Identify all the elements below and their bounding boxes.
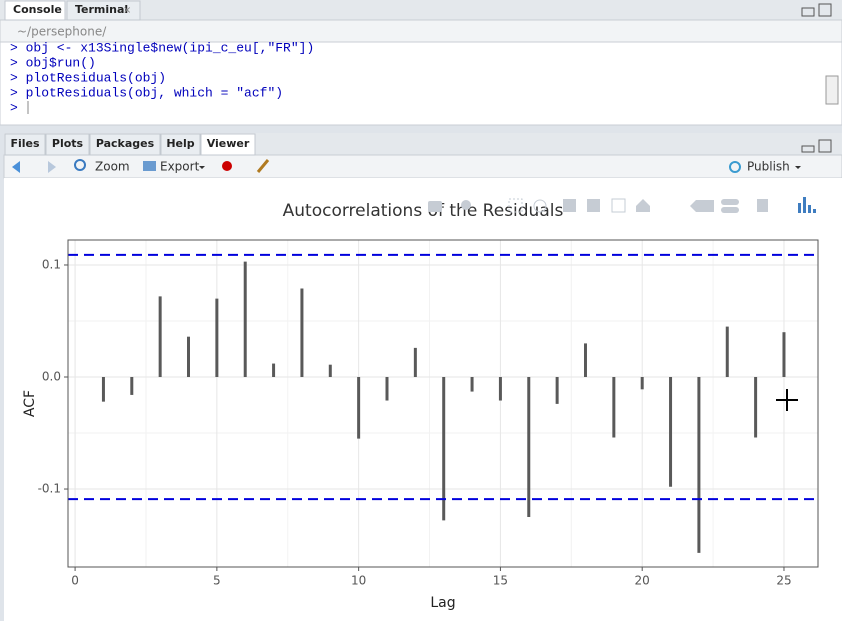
toolbar — [3, 154, 842, 179]
y-tick-label: 0.0 — [42, 370, 61, 384]
plotly-brand[interactable] — [798, 197, 816, 213]
x-tick-label: 25 — [776, 574, 791, 588]
box-select[interactable] — [508, 198, 523, 213]
x-axis-label: Lag — [430, 595, 455, 611]
tab[interactable] — [45, 133, 90, 156]
chart-title: Autocorrelations of the Residuals — [283, 201, 564, 221]
x-tick-label: 20 — [635, 574, 650, 588]
autoscale[interactable] — [611, 198, 626, 213]
zoom-tool[interactable] — [461, 200, 471, 210]
tab[interactable] — [4, 133, 46, 156]
console-line: > plotResiduals(obj, which = "acf") — [10, 85, 283, 100]
cursor — [776, 389, 798, 411]
y-tick-label: -0.1 — [38, 482, 61, 496]
hover-closest[interactable] — [690, 200, 714, 212]
hover-compare[interactable] — [721, 207, 739, 213]
publish-icon[interactable] — [729, 161, 741, 173]
tab-label: Files — [10, 137, 40, 150]
x-tick-label: 15 — [493, 574, 508, 588]
x-tick-label: 5 — [213, 574, 221, 588]
tab[interactable] — [160, 133, 201, 156]
publish[interactable]: Publish — [747, 160, 790, 174]
tab[interactable] — [66, 0, 141, 21]
plot: Autocorrelations of the Residuals 0 5 10 15 2… — [22, 201, 819, 611]
zoom-in[interactable] — [563, 199, 576, 212]
zoom[interactable]: Zoom — [95, 160, 130, 174]
export-icon[interactable] — [143, 161, 156, 171]
minimize[interactable] — [801, 145, 815, 153]
export[interactable]: Export — [160, 160, 200, 174]
tab-close: × — [123, 5, 131, 16]
console — [0, 41, 842, 126]
x-tick-label: 0 — [71, 574, 79, 588]
zoom-icon[interactable] — [74, 159, 86, 171]
tab[interactable] — [4, 0, 66, 21]
y-tick-label: 0.1 — [42, 257, 61, 271]
y-axis-label: ACF — [22, 390, 38, 417]
tab-label: Packages — [96, 137, 155, 150]
plotly-logo[interactable] — [757, 199, 768, 212]
x-tick-label: 10 — [351, 574, 366, 588]
clear-icon[interactable] — [222, 161, 232, 171]
back-button[interactable] — [12, 161, 20, 173]
minimize[interactable] — [801, 7, 815, 17]
tab-bar — [0, 0, 842, 20]
tab-label: Console — [13, 3, 62, 16]
console-line: > plotResiduals(obj) — [10, 70, 166, 85]
tab[interactable] — [89, 133, 161, 156]
zoom-out[interactable] — [587, 199, 600, 212]
broom-icon[interactable] — [256, 159, 270, 173]
console-path: ~/persephone/ — [17, 25, 107, 39]
tab[interactable] — [200, 133, 256, 156]
tab-label: Viewer — [207, 137, 250, 150]
tab-label: Terminal — [75, 3, 128, 16]
tab-label: Plots — [52, 137, 84, 150]
reset[interactable] — [636, 199, 650, 212]
forward-button[interactable] — [48, 161, 56, 173]
console-line: > — [10, 100, 18, 115]
plot-border — [67, 239, 819, 568]
hover-compare[interactable] — [721, 199, 739, 205]
console-line: > obj$run() — [10, 55, 96, 70]
maximize[interactable] — [818, 139, 832, 153]
console-line: > obj <- x13Single$new(ipi_c_eu[,"FR"]) — [10, 40, 314, 55]
camera[interactable] — [428, 201, 442, 212]
lasso[interactable] — [533, 199, 547, 213]
maximize[interactable] — [818, 3, 832, 17]
path-bar — [0, 19, 842, 43]
modebar — [428, 197, 816, 213]
tab-label: Help — [166, 137, 194, 150]
scrollbar — [825, 75, 839, 105]
